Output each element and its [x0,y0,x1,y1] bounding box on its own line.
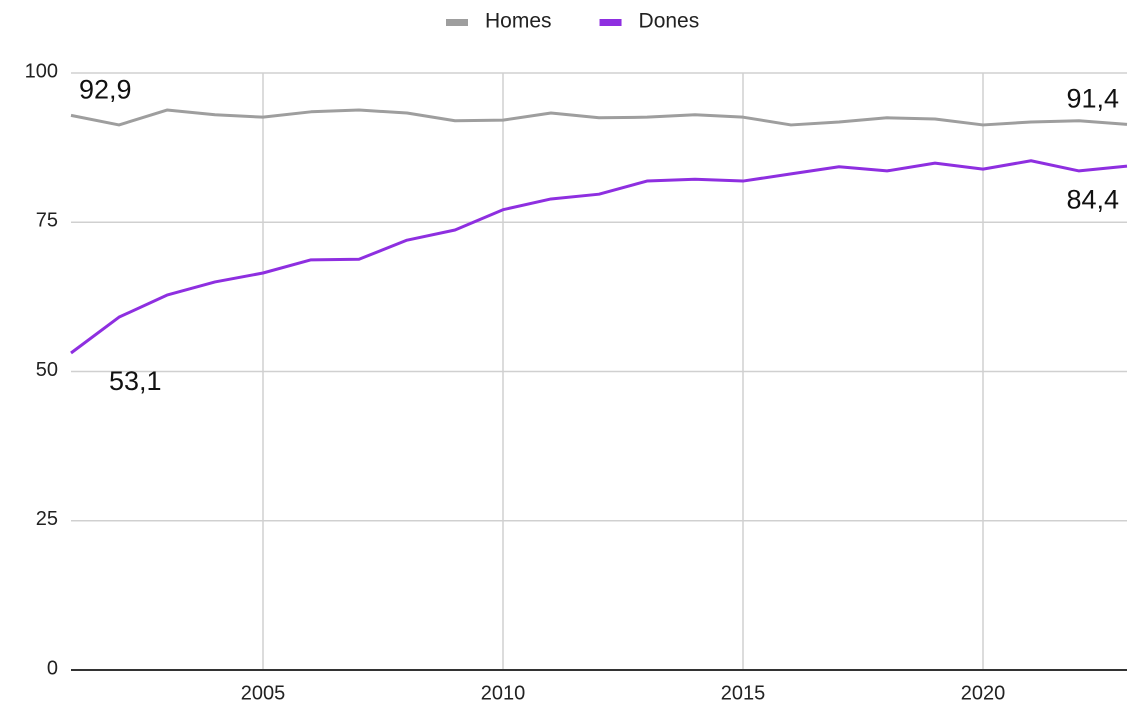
legend-swatch [446,19,468,26]
legend-swatch [599,19,622,26]
legend-label: Dones [639,10,700,33]
y-tick-label: 50 [36,359,58,381]
x-tick-label: 2010 [481,682,526,704]
y-tick-label: 75 [36,210,58,232]
value-label: 91,4 [1066,83,1119,113]
y-tick-label: 25 [36,508,58,530]
line-series [70,108,1128,127]
legend-label: Homes [485,10,552,33]
x-tick-label: 2020 [961,682,1006,704]
x-tick-label: 2005 [241,682,286,704]
value-label: 84,4 [1066,184,1119,214]
x-tick-label: 2015 [721,682,766,704]
y-tick-label: 0 [47,657,58,679]
value-label: 53,1 [109,366,162,396]
value-label: 92,9 [79,75,132,105]
line-series [70,159,1128,355]
y-tick-label: 100 [25,60,58,82]
